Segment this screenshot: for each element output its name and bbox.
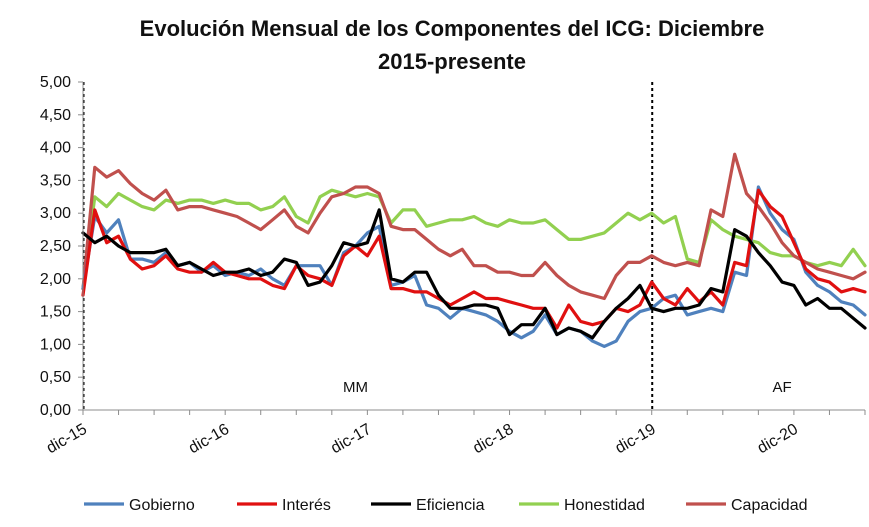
y-tick-label: 4,00 [40, 140, 71, 157]
y-tick-label: 0,50 [40, 369, 71, 386]
period-label-layer: MM AF [343, 379, 792, 396]
y-tick-label: 0,00 [40, 402, 71, 419]
x-tick-label: dic-16 [186, 421, 232, 458]
chart-title-line-1: Evolución Mensual de los Componentes del… [140, 16, 765, 41]
y-tick-label: 4,50 [40, 107, 71, 124]
x-tick-label: dic-18 [470, 421, 516, 458]
x-tick-label: dic-19 [612, 421, 658, 458]
legend-label: Eficiencia [416, 497, 485, 514]
y-tick-label: 1,50 [40, 304, 71, 321]
legend-label: Interés [282, 497, 331, 514]
legend-item-eficiencia: Eficiencia [371, 497, 485, 514]
chart-title-line-2: 2015-presente [378, 49, 526, 74]
x-tick-label: dic-20 [755, 421, 801, 458]
axis-layer: 0,00 0,50 1,00 1,50 2,00 2,50 3,00 3,50 4,00 4,50… [40, 74, 866, 458]
period-label: AF [772, 379, 791, 396]
plot-area: 0,00 0,50 1,00 1,50 2,00 2,50 3,00 3,50 4,00 4,50… [40, 74, 867, 458]
y-tick-label: 2,00 [40, 271, 71, 288]
legend-label: Honestidad [564, 497, 645, 514]
x-tick-label: dic-17 [328, 421, 374, 458]
legend-label: Capacidad [731, 497, 808, 514]
y-tick-label: 2,50 [40, 238, 71, 255]
legend: Gobierno Interés Eficiencia Honestidad Capac… [84, 497, 808, 514]
y-tick-label: 1,00 [40, 336, 71, 353]
y-tick-label: 5,00 [40, 74, 71, 91]
legend-item-honestidad: Honestidad [519, 497, 645, 514]
x-tick-label: dic-15 [44, 421, 90, 458]
series-line-capacidad [81, 152, 867, 301]
series-line-gobierno [81, 185, 867, 348]
period-label: MM [343, 379, 368, 396]
series-layer [81, 152, 867, 348]
legend-label: Gobierno [129, 497, 195, 514]
series-line-eficiencia [81, 208, 867, 340]
legend-item-capacidad: Capacidad [686, 497, 808, 514]
dashed-marker-layer [82, 82, 654, 410]
y-tick-label: 3,00 [40, 205, 71, 222]
series-line-interes [81, 188, 867, 330]
y-tick-label: 3,50 [40, 172, 71, 189]
legend-item-gobierno: Gobierno [84, 497, 195, 514]
legend-item-interes: Interés [237, 497, 331, 514]
